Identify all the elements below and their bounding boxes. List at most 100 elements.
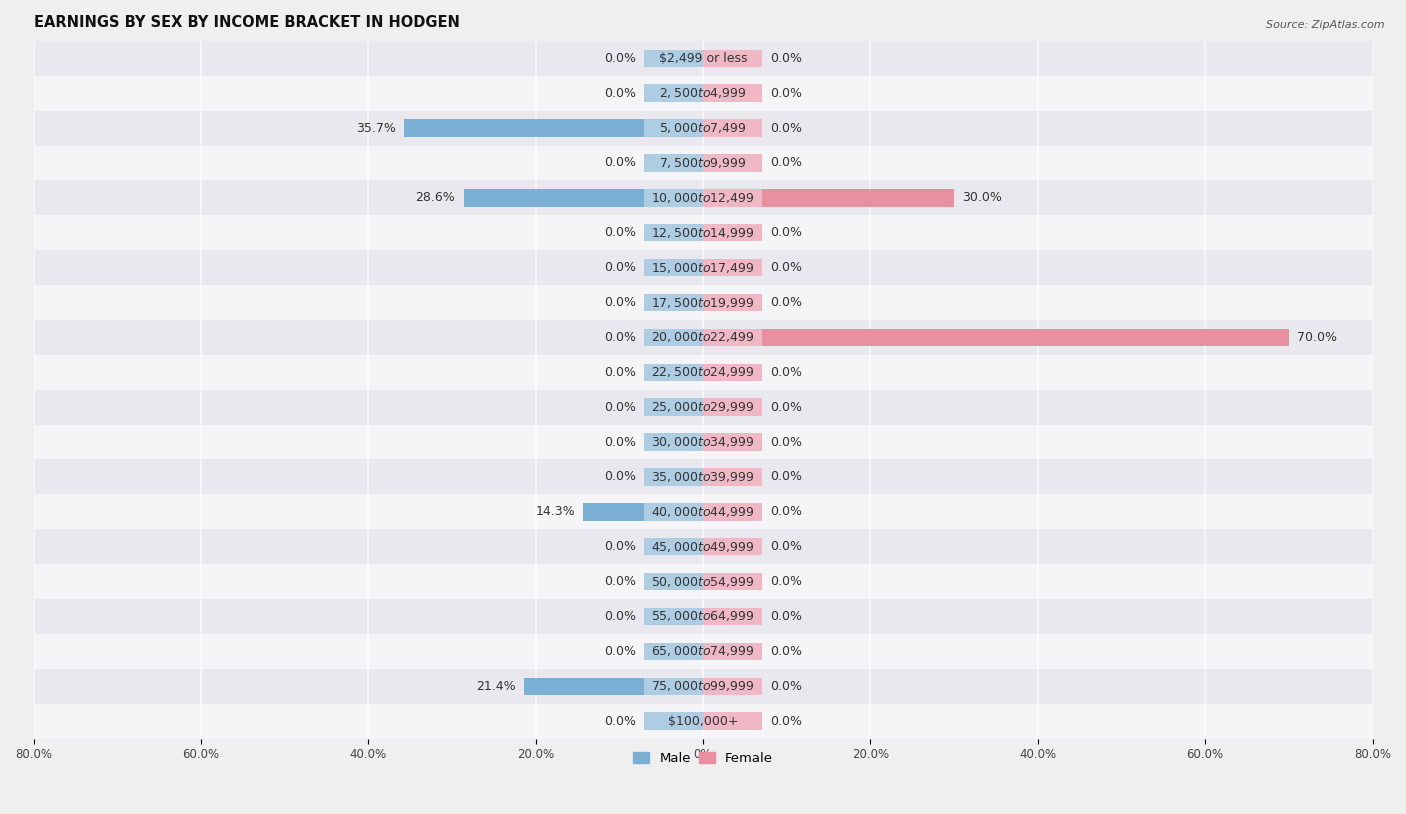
Text: $17,500 to $19,999: $17,500 to $19,999 (651, 295, 755, 309)
Text: 0.0%: 0.0% (605, 331, 636, 344)
Text: 0.0%: 0.0% (605, 470, 636, 484)
Bar (703, 329, 762, 346)
Text: 0.0%: 0.0% (770, 575, 801, 588)
Bar (644, 712, 703, 730)
Text: 70.0%: 70.0% (1298, 331, 1337, 344)
Bar (703, 503, 762, 520)
Text: 0.0%: 0.0% (770, 156, 801, 169)
Text: 0.0%: 0.0% (605, 52, 636, 65)
Text: 0.0%: 0.0% (770, 645, 801, 658)
Bar (703, 189, 762, 207)
Text: $40,000 to $44,999: $40,000 to $44,999 (651, 505, 755, 519)
Bar (644, 468, 703, 486)
Bar (34, 425, 1372, 459)
Text: 0.0%: 0.0% (605, 610, 636, 623)
Text: 0.0%: 0.0% (770, 121, 801, 134)
Bar (34, 355, 1372, 390)
Bar (644, 573, 703, 590)
Text: $5,000 to $7,499: $5,000 to $7,499 (659, 121, 747, 135)
Bar (34, 181, 1372, 216)
Bar (703, 259, 762, 277)
Bar (703, 398, 762, 416)
Bar (703, 155, 762, 172)
Bar (703, 468, 762, 486)
Text: $75,000 to $99,999: $75,000 to $99,999 (651, 679, 755, 694)
Text: 0.0%: 0.0% (770, 400, 801, 414)
Bar (703, 538, 762, 555)
Text: $22,500 to $24,999: $22,500 to $24,999 (651, 365, 755, 379)
Text: 28.6%: 28.6% (416, 191, 456, 204)
Bar (34, 634, 1372, 669)
Bar (583, 503, 703, 520)
Text: 0.0%: 0.0% (770, 680, 801, 693)
Text: $35,000 to $39,999: $35,000 to $39,999 (651, 470, 755, 484)
Text: 0.0%: 0.0% (770, 435, 801, 449)
Bar (703, 608, 762, 625)
Bar (34, 146, 1372, 181)
Text: $12,500 to $14,999: $12,500 to $14,999 (651, 225, 755, 240)
Bar (34, 599, 1372, 634)
Text: 0.0%: 0.0% (605, 87, 636, 99)
Bar (34, 669, 1372, 703)
Text: 0.0%: 0.0% (605, 645, 636, 658)
Text: 0.0%: 0.0% (770, 87, 801, 99)
Bar (34, 41, 1372, 76)
Text: 0.0%: 0.0% (770, 261, 801, 274)
Text: $7,500 to $9,999: $7,500 to $9,999 (659, 156, 747, 170)
Bar (703, 642, 762, 660)
Legend: Male, Female: Male, Female (627, 746, 779, 770)
Bar (644, 538, 703, 555)
Bar (34, 285, 1372, 320)
Bar (644, 259, 703, 277)
Bar (34, 76, 1372, 111)
Text: 0.0%: 0.0% (605, 400, 636, 414)
Bar (644, 608, 703, 625)
Text: 0.0%: 0.0% (770, 296, 801, 309)
Text: 30.0%: 30.0% (963, 191, 1002, 204)
Text: 0.0%: 0.0% (605, 575, 636, 588)
Bar (34, 216, 1372, 250)
Text: 0.0%: 0.0% (605, 715, 636, 728)
Bar (703, 712, 762, 730)
Text: 0.0%: 0.0% (770, 505, 801, 519)
Bar (644, 642, 703, 660)
Text: 0.0%: 0.0% (770, 365, 801, 379)
Bar (405, 120, 703, 137)
Bar (644, 120, 703, 137)
Bar (703, 364, 762, 381)
Text: 35.7%: 35.7% (356, 121, 396, 134)
Text: $50,000 to $54,999: $50,000 to $54,999 (651, 575, 755, 589)
Bar (703, 224, 762, 242)
Text: $2,500 to $4,999: $2,500 to $4,999 (659, 86, 747, 100)
Bar (644, 677, 703, 695)
Bar (34, 703, 1372, 738)
Bar (34, 529, 1372, 564)
Bar (703, 120, 762, 137)
Text: $2,499 or less: $2,499 or less (659, 52, 747, 65)
Bar (703, 677, 762, 695)
Text: $20,000 to $22,499: $20,000 to $22,499 (651, 330, 755, 344)
Bar (34, 250, 1372, 285)
Bar (34, 390, 1372, 425)
Bar (34, 320, 1372, 355)
Bar (644, 85, 703, 102)
Text: 21.4%: 21.4% (475, 680, 516, 693)
Bar (644, 155, 703, 172)
Text: 14.3%: 14.3% (536, 505, 575, 519)
Text: 0.0%: 0.0% (770, 715, 801, 728)
Bar (644, 364, 703, 381)
Text: 0.0%: 0.0% (605, 540, 636, 554)
Text: 0.0%: 0.0% (605, 226, 636, 239)
Text: $55,000 to $64,999: $55,000 to $64,999 (651, 610, 755, 624)
Bar (34, 494, 1372, 529)
Text: 0.0%: 0.0% (770, 540, 801, 554)
Text: $65,000 to $74,999: $65,000 to $74,999 (651, 645, 755, 659)
Bar (464, 189, 703, 207)
Bar (644, 294, 703, 311)
Bar (644, 503, 703, 520)
Text: 0.0%: 0.0% (605, 261, 636, 274)
Text: 0.0%: 0.0% (605, 365, 636, 379)
Bar (703, 329, 1289, 346)
Bar (703, 50, 762, 67)
Bar (644, 398, 703, 416)
